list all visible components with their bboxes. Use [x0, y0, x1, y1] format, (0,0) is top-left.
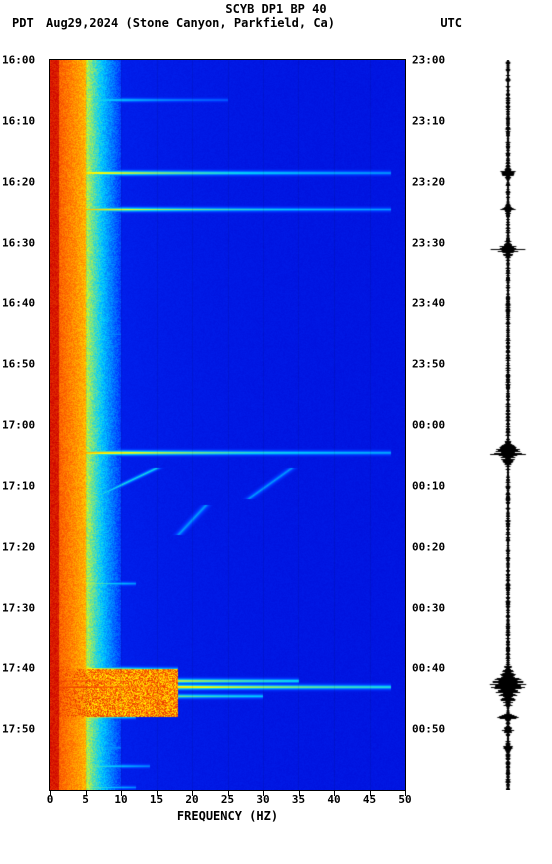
waveform-canvas	[480, 60, 536, 790]
x-tick: 35	[292, 793, 305, 806]
x-tick: 20	[185, 793, 198, 806]
y-right-tick: 23:00	[412, 54, 456, 67]
y-right-tick: 00:40	[412, 662, 456, 675]
y-right-tick: 00:20	[412, 540, 456, 553]
date-label: Aug29,2024	[46, 16, 118, 30]
y-left-tick: 16:20	[2, 175, 46, 188]
y-right-tick: 23:10	[412, 114, 456, 127]
x-tick: 0	[47, 793, 54, 806]
y-left-tick: 16:30	[2, 236, 46, 249]
y-axis-right: 23:0023:1023:2023:3023:4023:5000:0000:10…	[412, 60, 456, 790]
y-right-tick: 00:10	[412, 479, 456, 492]
y-right-tick: 00:50	[412, 723, 456, 736]
y-right-tick: 23:20	[412, 175, 456, 188]
y-left-tick: 17:00	[2, 419, 46, 432]
y-left-tick: 16:40	[2, 297, 46, 310]
y-right-tick: 00:30	[412, 601, 456, 614]
y-left-tick: 17:50	[2, 723, 46, 736]
y-left-tick: 16:10	[2, 114, 46, 127]
x-tick: 45	[363, 793, 376, 806]
y-right-tick: 00:00	[412, 419, 456, 432]
x-tick: 25	[221, 793, 234, 806]
title-line2: PDT Aug29,2024 (Stone Canyon, Parkfield,…	[0, 16, 552, 30]
y-left-tick: 16:50	[2, 358, 46, 371]
y-left-tick: 17:30	[2, 601, 46, 614]
spectrogram-plot	[50, 60, 405, 790]
x-tick: 40	[327, 793, 340, 806]
x-axis: 05101520253035404550 FREQUENCY (HZ)	[50, 793, 405, 823]
y-right-tick: 23:50	[412, 358, 456, 371]
title-line1: SCYB DP1 BP 40	[0, 2, 552, 16]
plot-border	[49, 59, 406, 791]
x-tick: 50	[398, 793, 411, 806]
x-tick: 5	[82, 793, 89, 806]
x-tick: 30	[256, 793, 269, 806]
y-left-tick: 16:00	[2, 54, 46, 67]
timezone-left: PDT	[12, 16, 34, 30]
y-left-tick: 17:40	[2, 662, 46, 675]
y-axis-left: 16:0016:1016:2016:3016:4016:5017:0017:10…	[2, 60, 46, 790]
chart-header: SCYB DP1 BP 40 PDT Aug29,2024 (Stone Can…	[0, 2, 552, 30]
x-tick: 10	[114, 793, 127, 806]
y-left-tick: 17:20	[2, 540, 46, 553]
timezone-right: UTC	[440, 16, 462, 30]
waveform-panel	[480, 60, 536, 790]
x-axis-label: FREQUENCY (HZ)	[50, 809, 405, 823]
location-label: (Stone Canyon, Parkfield, Ca)	[125, 16, 335, 30]
x-tick: 15	[150, 793, 163, 806]
y-right-tick: 23:30	[412, 236, 456, 249]
y-right-tick: 23:40	[412, 297, 456, 310]
y-left-tick: 17:10	[2, 479, 46, 492]
